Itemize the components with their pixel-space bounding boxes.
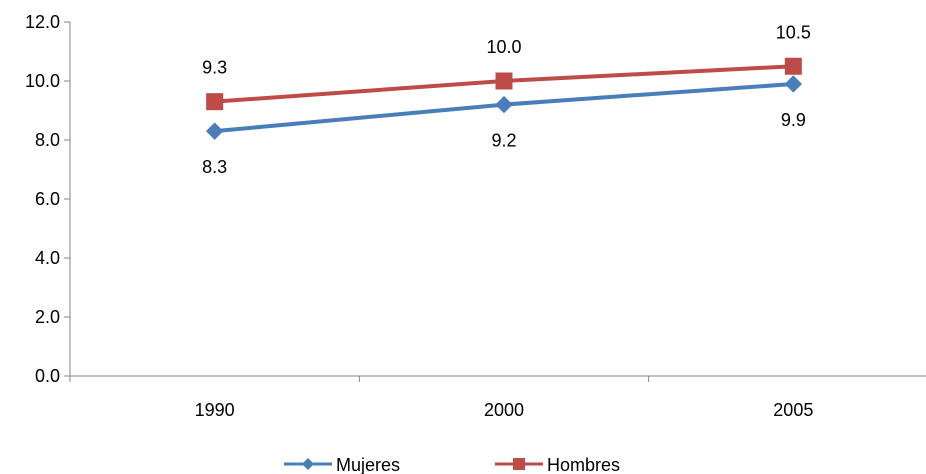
legend-item-hombres: Hombres — [495, 455, 620, 474]
y-tick-label: 10.0 — [25, 71, 60, 91]
data-point-mujeres — [784, 75, 803, 93]
y-tick-label: 4.0 — [35, 248, 60, 268]
chart-series-layer — [205, 57, 803, 140]
y-tick-label: 6.0 — [35, 189, 60, 209]
data-label-hombres: 10.0 — [486, 37, 521, 57]
data-label-mujeres: 8.3 — [202, 157, 227, 177]
y-tick-label: 8.0 — [35, 130, 60, 150]
data-point-mujeres — [495, 95, 513, 114]
legend-marker-hombres — [513, 458, 525, 470]
data-point-hombres — [784, 57, 802, 75]
chart-axes: 0.0 2.0 4.0 6.0 8.0 10.0 12.0 1990 2000 2005 — [25, 12, 926, 420]
data-label-hombres: 10.5 — [776, 22, 811, 42]
legend-item-mujeres: Mujeres — [284, 455, 400, 474]
x-tick-label: 1990 — [195, 400, 235, 420]
legend-label-hombres: Hombres — [547, 455, 620, 474]
data-label-hombres: 9.3 — [202, 58, 227, 78]
data-label-mujeres: 9.2 — [491, 131, 516, 151]
chart-legend: Mujeres Hombres — [284, 455, 620, 474]
legend-label-mujeres: Mujeres — [336, 455, 400, 474]
chart-data-labels: 8.3 9.2 9.9 9.3 10.0 10.5 — [202, 22, 811, 177]
data-label-mujeres: 9.9 — [781, 110, 806, 130]
data-point-hombres — [206, 93, 224, 111]
x-tick-label: 2000 — [484, 400, 524, 420]
y-tick-label: 0.0 — [35, 366, 60, 386]
data-point-hombres — [495, 72, 513, 90]
x-tick-label: 2005 — [773, 400, 813, 420]
legend-marker-mujeres — [302, 458, 314, 470]
data-point-mujeres — [205, 122, 224, 140]
y-tick-label: 2.0 — [35, 307, 60, 327]
y-tick-label: 12.0 — [25, 12, 60, 32]
